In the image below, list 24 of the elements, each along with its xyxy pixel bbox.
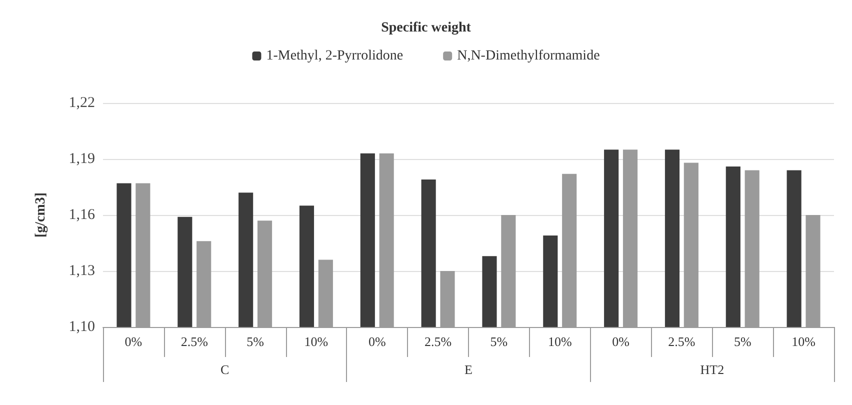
x-tick-label: 5% — [246, 334, 264, 349]
x-tick-label: 5% — [734, 334, 752, 349]
y-tick-label: 1,22 — [68, 95, 95, 111]
x-tick-label: 0% — [368, 334, 386, 349]
x-tick-label: 0% — [612, 334, 630, 349]
x-tick-label: 10% — [304, 334, 328, 349]
x-tick-label: 2.5% — [424, 334, 452, 349]
x-tick-label: 10% — [548, 334, 572, 349]
x-tick-label: 0% — [124, 334, 142, 349]
y-axis-title: [g/cm3] — [34, 192, 48, 238]
chart-title: Specific weight — [381, 20, 472, 36]
y-tick-label: 1,19 — [68, 151, 95, 167]
y-tick-label: 1,13 — [68, 263, 95, 279]
x-tick-label: 5% — [490, 334, 508, 349]
legend-label: 1-Methyl, 2-Pyrrolidone — [266, 48, 404, 64]
text: C — [220, 362, 230, 377]
text: HT2 — [700, 362, 724, 377]
legend-label: N,N-Dimethylformamide — [457, 48, 600, 64]
y-tick-label: 1,16 — [68, 207, 96, 223]
x-tick-label: 2.5% — [180, 334, 208, 349]
y-tick-label: 1,10 — [68, 319, 95, 335]
x-tick-label: 10% — [792, 334, 816, 349]
x-tick-label: 2.5% — [668, 334, 696, 349]
text: E — [464, 362, 473, 377]
